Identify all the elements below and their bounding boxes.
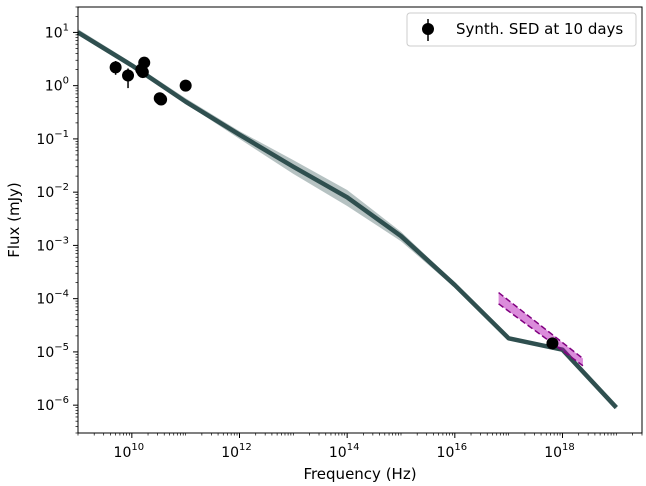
xray-band-upper-edge (498, 291, 584, 360)
tick-label: 10−3 (36, 235, 69, 254)
data-point (179, 79, 192, 92)
legend-marker (422, 23, 434, 35)
data-point (546, 337, 559, 350)
tick-label: 100 (45, 76, 69, 95)
tick-label: 10−4 (36, 289, 69, 308)
tick-label: 1018 (544, 442, 575, 461)
model-median-line (76, 30, 618, 410)
data-point (155, 93, 168, 106)
tick-label: 10−5 (36, 342, 69, 361)
tick-label: 1012 (221, 442, 252, 461)
plot-frame (77, 6, 643, 434)
tick-label: 101 (45, 22, 69, 41)
plot-layer (76, 29, 618, 410)
tick-label: 10−6 (36, 395, 69, 414)
tick-label: 1010 (114, 442, 145, 461)
xray-band (498, 292, 583, 366)
tick-label: 1014 (329, 442, 360, 461)
legend-label: Synth. SED at 10 days (456, 20, 623, 38)
data-point (109, 61, 122, 74)
legend: Synth. SED at 10 days (406, 12, 637, 47)
tick-label: 1016 (437, 442, 468, 461)
y-axis-label: Flux (mJy) (5, 182, 23, 258)
data-point (122, 69, 135, 82)
x-axis-label: Frequency (Hz) (303, 465, 416, 483)
tick-label: 10−1 (36, 129, 69, 148)
tick-label: 10−2 (36, 182, 69, 201)
data-point (138, 56, 151, 69)
data-point (136, 66, 149, 79)
legend-box (406, 12, 637, 47)
